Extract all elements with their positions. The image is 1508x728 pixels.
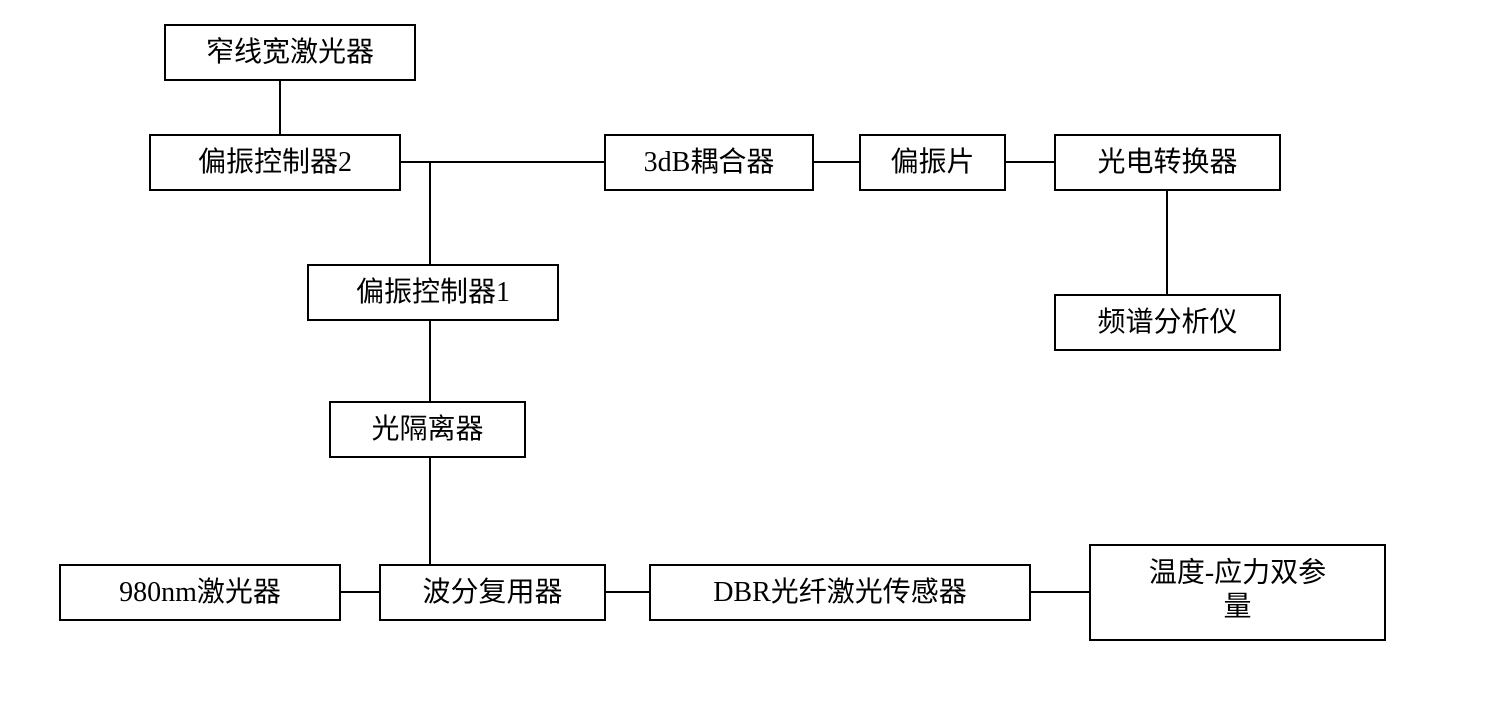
- node-temp_stress: 温度-应力双参量: [1090, 545, 1385, 640]
- node-spectrum: 频谱分析仪: [1055, 295, 1280, 350]
- node-label-opto_conv: 光电转换器: [1097, 146, 1237, 178]
- node-label-polarizer: 偏振片: [890, 146, 974, 178]
- node-narrow_laser: 窄线宽激光器: [165, 25, 415, 80]
- node-pol_ctrl_2: 偏振控制器2: [150, 135, 400, 190]
- node-label-narrow_laser: 窄线宽激光器: [206, 36, 374, 68]
- node-pol_ctrl_1: 偏振控制器1: [308, 265, 558, 320]
- node-label-pol_ctrl_2: 偏振控制器2: [198, 146, 352, 178]
- node-polarizer: 偏振片: [860, 135, 1005, 190]
- node-opt_isolator: 光隔离器: [330, 402, 525, 457]
- node-coupler_3db: 3dB耦合器: [605, 135, 813, 190]
- node-label-opt_isolator: 光隔离器: [371, 413, 483, 445]
- node-label-laser_980: 980nm激光器: [119, 576, 281, 608]
- node-opto_conv: 光电转换器: [1055, 135, 1280, 190]
- node-dbr_sensor: DBR光纤激光传感器: [650, 565, 1030, 620]
- flowchart-diagram: 窄线宽激光器偏振控制器2 3dB耦合器 偏振片 光电转换器频谱分析仪 偏振控制器1 光隔离…: [0, 0, 1508, 728]
- node-label-pol_ctrl_1: 偏振控制器1: [356, 276, 510, 308]
- node-laser_980: 980nm激光器: [60, 565, 340, 620]
- node-label-dbr_sensor: DBR光纤激光传感器: [713, 576, 967, 608]
- nodes-layer: 窄线宽激光器偏振控制器2 3dB耦合器 偏振片 光电转换器频谱分析仪 偏振控制器1 光隔离…: [60, 25, 1385, 640]
- node-label-spectrum: 频谱分析仪: [1097, 306, 1237, 338]
- node-wdm: 波分复用器: [380, 565, 605, 620]
- node-label-wdm: 波分复用器: [422, 576, 562, 608]
- node-label-coupler_3db: 3dB耦合器: [644, 146, 775, 178]
